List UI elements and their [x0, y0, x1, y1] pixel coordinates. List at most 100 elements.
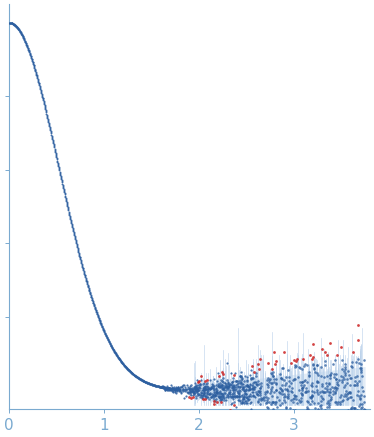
- Point: [190, 388, 196, 395]
- Point: [321, 389, 327, 396]
- Point: [30, 59, 36, 66]
- Point: [165, 385, 171, 392]
- Point: [270, 406, 276, 413]
- Point: [302, 414, 308, 421]
- Point: [236, 386, 242, 393]
- Point: [309, 391, 315, 398]
- Point: [213, 385, 219, 392]
- Point: [195, 382, 201, 388]
- Point: [64, 203, 70, 210]
- Point: [27, 52, 33, 59]
- Point: [306, 371, 312, 378]
- Point: [285, 387, 291, 394]
- Point: [327, 375, 333, 382]
- Point: [113, 351, 119, 358]
- Point: [241, 377, 247, 384]
- Point: [105, 336, 111, 343]
- Point: [114, 353, 120, 360]
- Point: [169, 388, 175, 395]
- Point: [333, 371, 339, 378]
- Point: [360, 388, 366, 395]
- Point: [104, 334, 110, 341]
- Point: [229, 378, 235, 385]
- Point: [239, 400, 245, 407]
- Point: [202, 385, 208, 392]
- Point: [200, 395, 206, 402]
- Point: [43, 109, 49, 116]
- Point: [159, 382, 165, 389]
- Point: [260, 394, 266, 401]
- Point: [218, 384, 224, 391]
- Point: [118, 357, 124, 364]
- Point: [98, 320, 104, 327]
- Point: [96, 316, 102, 323]
- Point: [98, 321, 104, 328]
- Point: [345, 406, 351, 413]
- Point: [13, 23, 19, 30]
- Point: [236, 392, 242, 399]
- Point: [289, 407, 295, 414]
- Point: [134, 373, 140, 380]
- Point: [89, 295, 95, 302]
- Point: [88, 294, 94, 301]
- Point: [127, 368, 133, 375]
- Point: [156, 383, 162, 390]
- Point: [76, 250, 82, 257]
- Point: [235, 389, 241, 396]
- Point: [342, 372, 348, 379]
- Point: [324, 418, 330, 425]
- Point: [224, 386, 230, 393]
- Point: [344, 380, 350, 387]
- Point: [226, 388, 232, 395]
- Point: [166, 385, 172, 392]
- Point: [348, 393, 354, 400]
- Point: [318, 373, 324, 380]
- Point: [36, 78, 42, 85]
- Point: [246, 392, 252, 399]
- Point: [120, 361, 126, 368]
- Point: [239, 396, 245, 403]
- Point: [264, 403, 270, 410]
- Point: [86, 284, 92, 291]
- Point: [345, 390, 351, 397]
- Point: [241, 416, 247, 423]
- Point: [231, 371, 237, 378]
- Point: [250, 374, 256, 381]
- Point: [291, 391, 297, 398]
- Point: [276, 396, 282, 403]
- Point: [338, 372, 344, 379]
- Point: [142, 378, 148, 385]
- Point: [142, 378, 148, 385]
- Point: [324, 373, 330, 380]
- Point: [81, 268, 87, 275]
- Point: [293, 396, 299, 403]
- Point: [298, 366, 304, 373]
- Point: [69, 222, 75, 229]
- Point: [173, 385, 179, 392]
- Point: [192, 388, 198, 395]
- Point: [37, 83, 43, 90]
- Point: [184, 382, 190, 388]
- Point: [24, 42, 30, 49]
- Point: [171, 385, 177, 392]
- Point: [192, 384, 198, 391]
- Point: [181, 382, 187, 388]
- Point: [193, 383, 199, 390]
- Point: [21, 35, 27, 42]
- Point: [128, 369, 134, 376]
- Point: [229, 382, 234, 388]
- Point: [167, 385, 173, 392]
- Point: [138, 376, 144, 383]
- Point: [191, 379, 197, 386]
- Point: [166, 385, 172, 392]
- Point: [18, 30, 24, 37]
- Point: [92, 305, 98, 312]
- Point: [42, 105, 48, 112]
- Point: [25, 44, 31, 51]
- Point: [165, 385, 171, 392]
- Point: [224, 377, 230, 384]
- Point: [326, 388, 332, 395]
- Point: [242, 382, 248, 389]
- Point: [24, 43, 30, 50]
- Point: [269, 392, 275, 399]
